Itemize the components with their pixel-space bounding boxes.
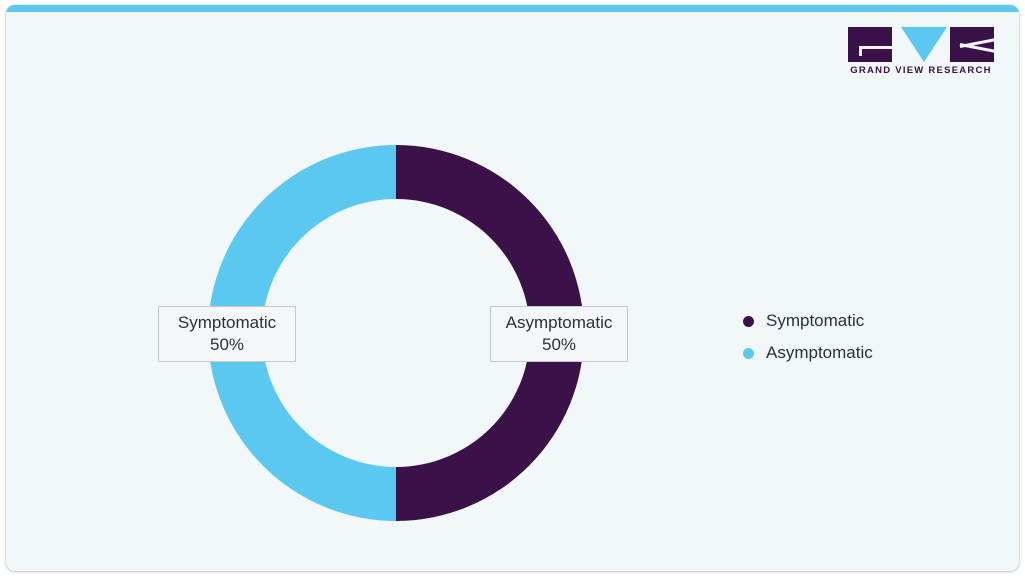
legend-item-symptomatic[interactable]: Symptomatic [743,305,873,337]
donut-chart [208,145,584,521]
logo-r-block-icon [950,27,1000,62]
grand-view-research-logo: GRAND VIEW RESEARCH [845,27,1000,81]
data-label-right-name: Asymptomatic [505,312,613,332]
data-label-right-value: 50% [541,335,577,354]
data-label-left-value: 50% [209,335,245,354]
data-label-asymptomatic: Asymptomatic 50% [490,306,628,362]
data-label-symptomatic: Symptomatic 50% [158,306,296,362]
top-accent-bar [6,5,1019,12]
data-label-left-name: Symptomatic [177,312,277,332]
donut-chart-svg [208,145,584,521]
legend-item-asymptomatic[interactable]: Asymptomatic [743,337,873,369]
donut-slice-asymptomatic[interactable] [208,145,396,521]
legend-dot-icon-symptomatic [743,315,754,327]
chart-legend: Symptomatic Asymptomatic [743,305,873,369]
logo-g-vertical-bar-icon [859,46,862,56]
legend-label-symptomatic: Symptomatic [766,311,865,330]
logo-g-block-icon [848,27,895,62]
logo-marks [845,27,1000,62]
logo-g-horizontal-bar-icon [859,46,895,49]
legend-dot-icon-asymptomatic [743,347,754,359]
chart-card: GRAND VIEW RESEARCH Symptomatic 50% Asym… [6,5,1019,571]
donut-slice-symptomatic[interactable] [396,145,584,521]
legend-label-asymptomatic: Asymptomatic [766,343,873,362]
logo-wordmark: GRAND VIEW RESEARCH [850,65,992,76]
logo-v-triangle-icon [901,27,947,62]
